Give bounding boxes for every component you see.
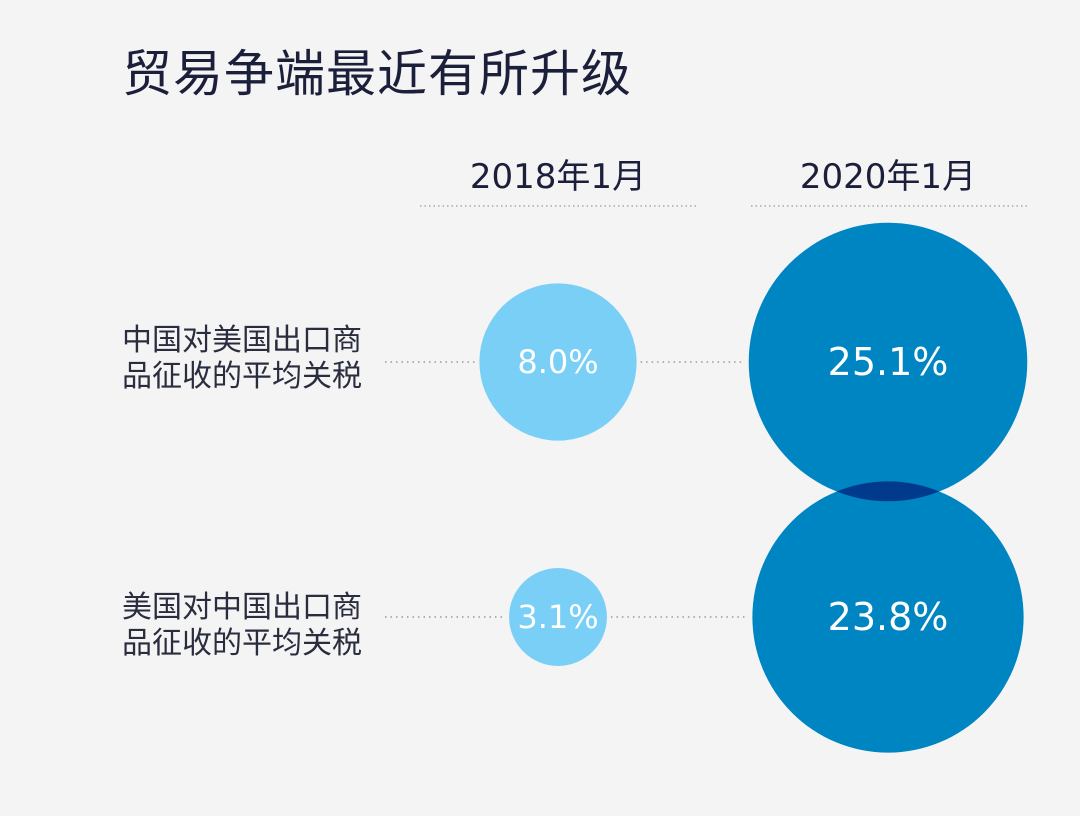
row-label-us-tariff-line-1: 美国对中国出口商 [122,590,362,625]
value-labels: 8.0% 25.1% 3.1% 23.8% [517,340,948,639]
value-label-china-2018: 8.0% [517,343,598,381]
row-label-us-tariff-line-2: 品征收的平均关税 [122,626,362,661]
bubble-china-2020 [748,222,1028,502]
row-label-china-tariff-line-2: 品征收的平均关税 [122,359,362,394]
leader-lines [385,361,749,618]
column-label-2018: 2018年1月 [470,157,646,197]
bubble-us-2018 [509,568,607,666]
bubble-us-2020 [752,481,1024,753]
value-label-us-2018: 3.1% [517,598,598,636]
column-label-2020: 2020年1月 [800,157,976,197]
value-label-us-2020: 23.8% [828,595,949,639]
chart-title: 贸易争端最近有所升级 [122,45,632,103]
bubble-china-2018 [479,283,637,441]
bubbles [479,222,1028,753]
value-label-china-2020: 25.1% [828,340,949,384]
row-label-china-tariff-line-1: 中国对美国出口商 [122,323,362,358]
